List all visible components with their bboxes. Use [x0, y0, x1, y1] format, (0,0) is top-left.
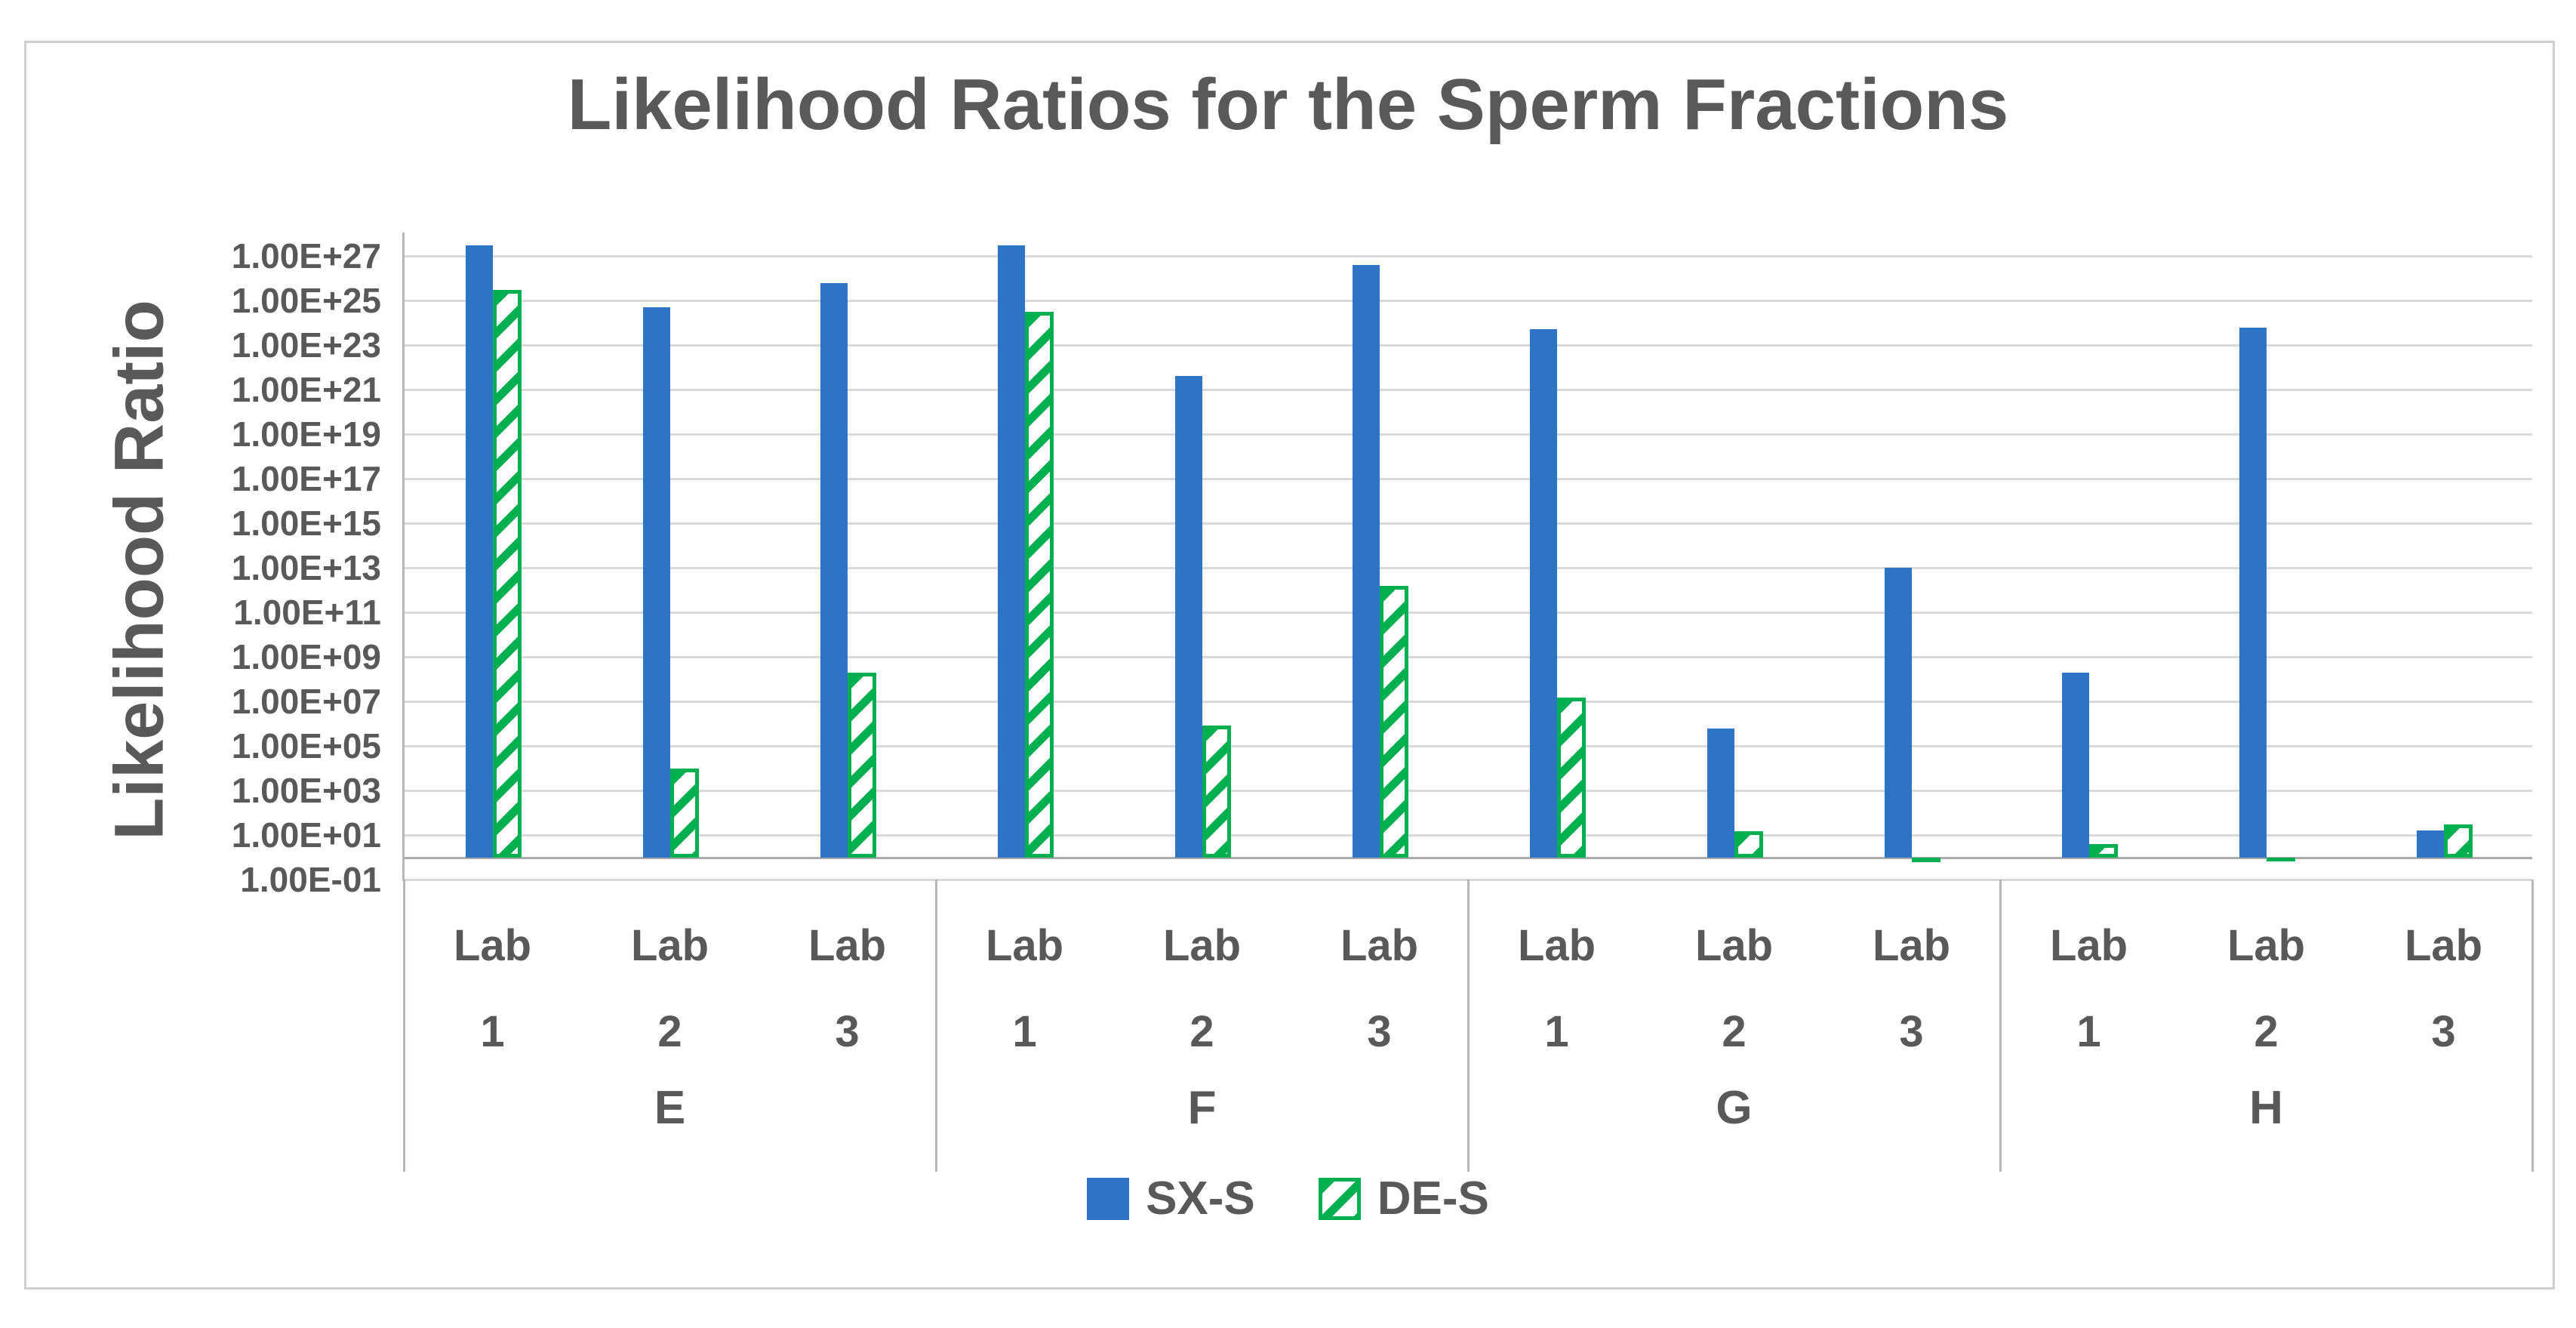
bar-sx-s-G-lab-1: [1529, 329, 1557, 858]
bar-sx-s-F-lab-3: [1352, 264, 1380, 858]
legend-item-de-s: DE-S: [1318, 1172, 1489, 1225]
bar-sx-s-E-lab-2: [642, 307, 670, 858]
group-label: F: [1187, 1082, 1217, 1134]
bar-de-s-E-lab-3: [847, 672, 876, 858]
category-label: Lab 3: [2404, 921, 2483, 1056]
category-label: Lab 1: [2049, 921, 2128, 1056]
category-label: Lab 1: [1517, 921, 1596, 1056]
y-axis-tick-label: 1.00E+09: [231, 637, 381, 676]
group-separator-line: [935, 880, 937, 1172]
bar-sx-s-F-lab-2: [1174, 376, 1202, 858]
bar-sx-s-H-lab-1: [2061, 672, 2089, 858]
y-axis-tick-label: 1.00E+27: [231, 236, 381, 276]
bar-de-s-H-lab-2: [2266, 858, 2295, 861]
y-axis-tick-label: 1.00E+07: [231, 682, 381, 721]
gridline: [404, 255, 2532, 257]
category-label: Lab 3: [1872, 921, 1951, 1056]
gridline: [404, 300, 2532, 302]
gridline: [404, 612, 2532, 614]
gridline: [404, 389, 2532, 391]
category-label: Lab 1: [985, 921, 1064, 1056]
bar-de-s-H-lab-3: [2443, 824, 2473, 858]
bar-de-s-G-lab-3: [1911, 858, 1940, 863]
gridline: [404, 478, 2532, 480]
gridline: [404, 745, 2532, 747]
bar-de-s-H-lab-1: [2088, 843, 2118, 858]
group-label: G: [1716, 1082, 1753, 1134]
bar-sx-s-G-lab-3: [1884, 568, 1912, 858]
group-separator-line: [403, 880, 405, 1172]
gridline: [404, 834, 2532, 837]
legend-label-de-s: DE-S: [1377, 1172, 1489, 1225]
group-label: E: [654, 1082, 686, 1134]
group-separator-line: [1999, 880, 2002, 1172]
y-axis-tick-label: 1.00E+15: [231, 504, 381, 543]
y-axis-line: [402, 233, 405, 881]
legend-item-sx-s: SX-S: [1087, 1172, 1255, 1225]
bar-sx-s-G-lab-2: [1707, 729, 1734, 858]
y-axis-tick-label: 1.00E+17: [231, 459, 381, 498]
bar-sx-s-H-lab-3: [2416, 830, 2444, 858]
y-axis-tick-label: 1.00E+21: [231, 370, 381, 409]
y-axis-tick-label: 1.00E+13: [231, 548, 381, 587]
gridline: [404, 656, 2532, 658]
y-axis-tick-label: 1.00E+11: [233, 593, 381, 632]
bar-sx-s-F-lab-1: [997, 245, 1025, 858]
category-label: Lab 2: [630, 921, 709, 1056]
group-separator-line: [1467, 880, 1470, 1172]
category-label: Lab 2: [1162, 921, 1242, 1056]
bar-de-s-E-lab-2: [669, 768, 699, 858]
y-axis-tick-label: 1.00E+05: [231, 726, 381, 766]
legend-label-sx-s: SX-S: [1146, 1172, 1255, 1225]
bar-de-s-G-lab-1: [1556, 697, 1586, 858]
group-separator-line: [2531, 880, 2534, 1172]
y-axis-tick-label: 1.00E+23: [231, 325, 381, 365]
bar-de-s-E-lab-1: [492, 289, 522, 858]
category-label: Lab 3: [808, 921, 887, 1056]
gridline: [404, 567, 2532, 569]
y-axis-tick-label: 1.00E+03: [231, 771, 381, 810]
bar-de-s-F-lab-2: [1202, 726, 1231, 858]
category-label: Lab 2: [1694, 921, 1774, 1056]
legend-swatch-de-s: [1318, 1177, 1361, 1220]
chart-title: Likelihood Ratios for the Sperm Fraction…: [567, 64, 2009, 145]
legend-swatch-sx-s: [1087, 1177, 1130, 1220]
bar-de-s-G-lab-2: [1734, 830, 1763, 858]
y-axis-tick-label: 1.00E+25: [231, 281, 381, 320]
category-axis-line: [404, 857, 2532, 859]
y-axis-tick-label: 1.00E-01: [240, 860, 381, 899]
category-label: Lab 2: [2227, 921, 2306, 1056]
gridline: [404, 433, 2532, 436]
chart-outer-border: [24, 41, 2555, 1289]
bar-sx-s-E-lab-3: [820, 283, 848, 858]
gridline: [404, 790, 2532, 792]
bar-de-s-F-lab-3: [1379, 586, 1408, 858]
gridline: [404, 522, 2532, 525]
y-axis-tick-label: 1.00E+01: [231, 815, 381, 855]
bar-sx-s-E-lab-1: [465, 245, 493, 858]
bar-de-s-F-lab-1: [1024, 312, 1054, 858]
y-axis-title: Likelihood Ratio: [100, 300, 178, 840]
bar-sx-s-H-lab-2: [2239, 328, 2267, 858]
legend: SX-S DE-S: [0, 1172, 2576, 1225]
category-label: Lab 1: [453, 921, 532, 1056]
category-label: Lab 3: [1340, 921, 1419, 1056]
y-axis-tick-label: 1.00E+19: [231, 414, 381, 454]
gridline: [404, 344, 2532, 347]
gridline: [404, 701, 2532, 703]
group-label: H: [2249, 1082, 2283, 1134]
